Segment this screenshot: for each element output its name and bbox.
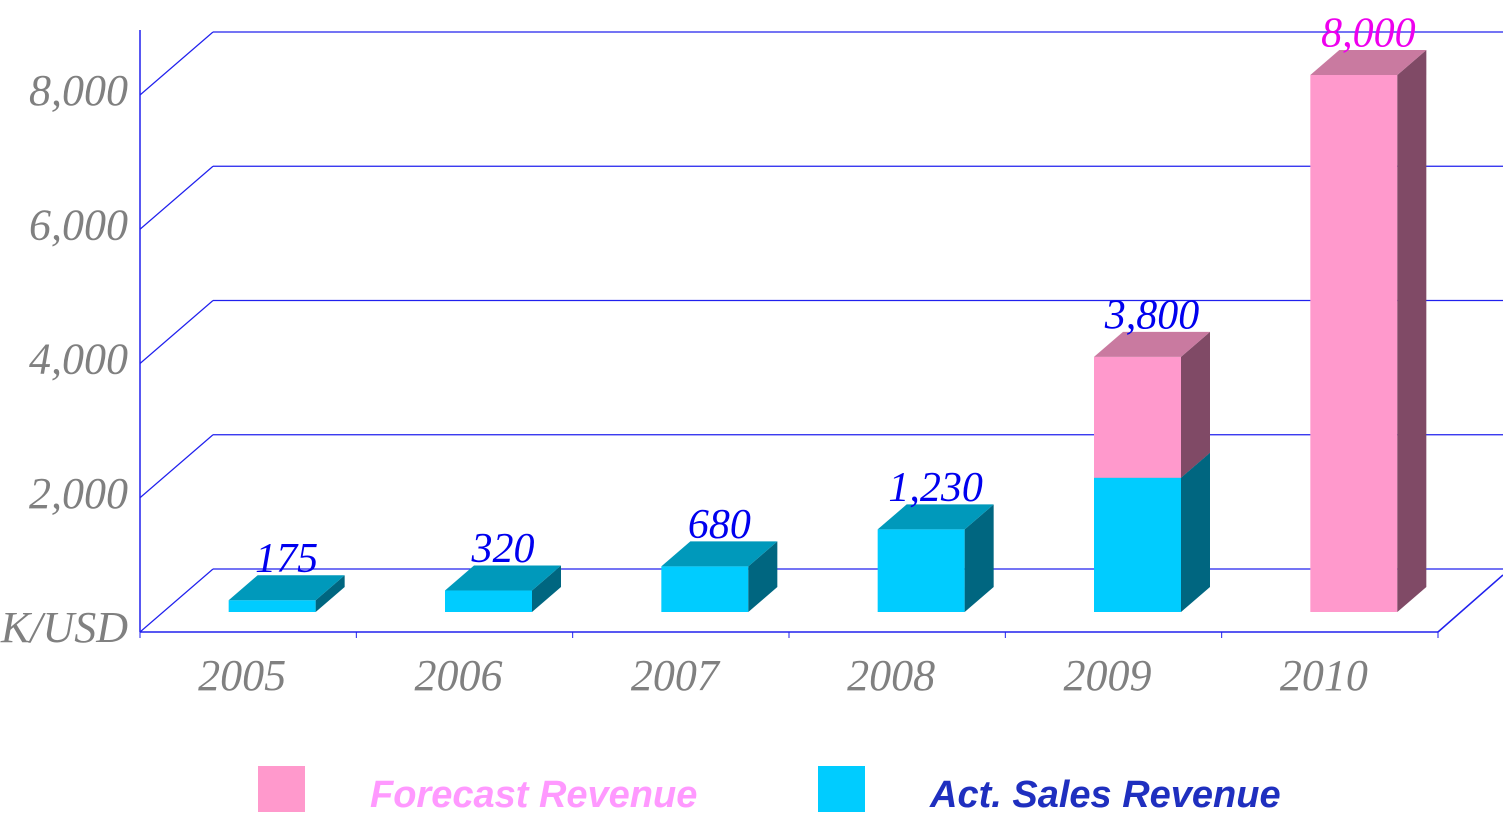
grid-diagonal (139, 568, 214, 633)
bar-side (1181, 331, 1210, 478)
y-tick-label: 6,000 (29, 200, 128, 249)
data-label: 8,000 (1321, 11, 1416, 57)
x-tick-label: 2006 (415, 651, 503, 700)
grid-diagonal (139, 434, 214, 499)
x-tick-label: 2005 (198, 651, 286, 700)
bar-top (1094, 331, 1210, 357)
x-tick-label: 2008 (847, 651, 935, 700)
bar-side (964, 504, 994, 612)
bar-top (877, 504, 994, 530)
legend-label: Forecast Revenue (370, 774, 697, 815)
bar-side (532, 565, 561, 612)
data-label: 680 (688, 502, 751, 548)
bar-front (1094, 356, 1181, 478)
bar-front (1094, 477, 1181, 612)
data-label: 3,800 (1104, 293, 1200, 339)
legend-label: Act. Sales Revenue (929, 774, 1281, 815)
grid-diagonal (139, 300, 214, 364)
floor-edge (1437, 574, 1503, 633)
grid-diagonal (139, 31, 214, 96)
y-tick-label: 2,000 (29, 469, 128, 518)
x-tick-label: 2009 (1064, 651, 1152, 700)
bar-top (228, 575, 345, 601)
data-label: 175 (255, 536, 318, 582)
y-tick-label: 4,000 (29, 335, 128, 384)
bar-front (1310, 75, 1398, 612)
bar-front (877, 529, 965, 612)
legend-swatch (818, 766, 865, 812)
bar-top (661, 541, 778, 567)
bar-front (661, 566, 749, 612)
bar-side (748, 541, 778, 612)
x-tick-label: 2010 (1280, 651, 1368, 700)
bar-front (228, 600, 316, 612)
data-label: 320 (471, 526, 535, 572)
bar-side (1397, 50, 1427, 612)
y-tick-label: 8,000 (29, 66, 128, 115)
grid-diagonal (139, 165, 214, 230)
bar-top (1310, 50, 1427, 75)
x-tick-label: 2007 (631, 651, 721, 700)
legend-swatch (258, 766, 305, 812)
bar-front (445, 590, 532, 612)
bar-side (315, 575, 345, 612)
y-tick-label: K/USD (0, 603, 128, 652)
bar-top (445, 565, 561, 591)
data-label: 1,230 (888, 465, 983, 511)
bar-side (1181, 452, 1210, 612)
